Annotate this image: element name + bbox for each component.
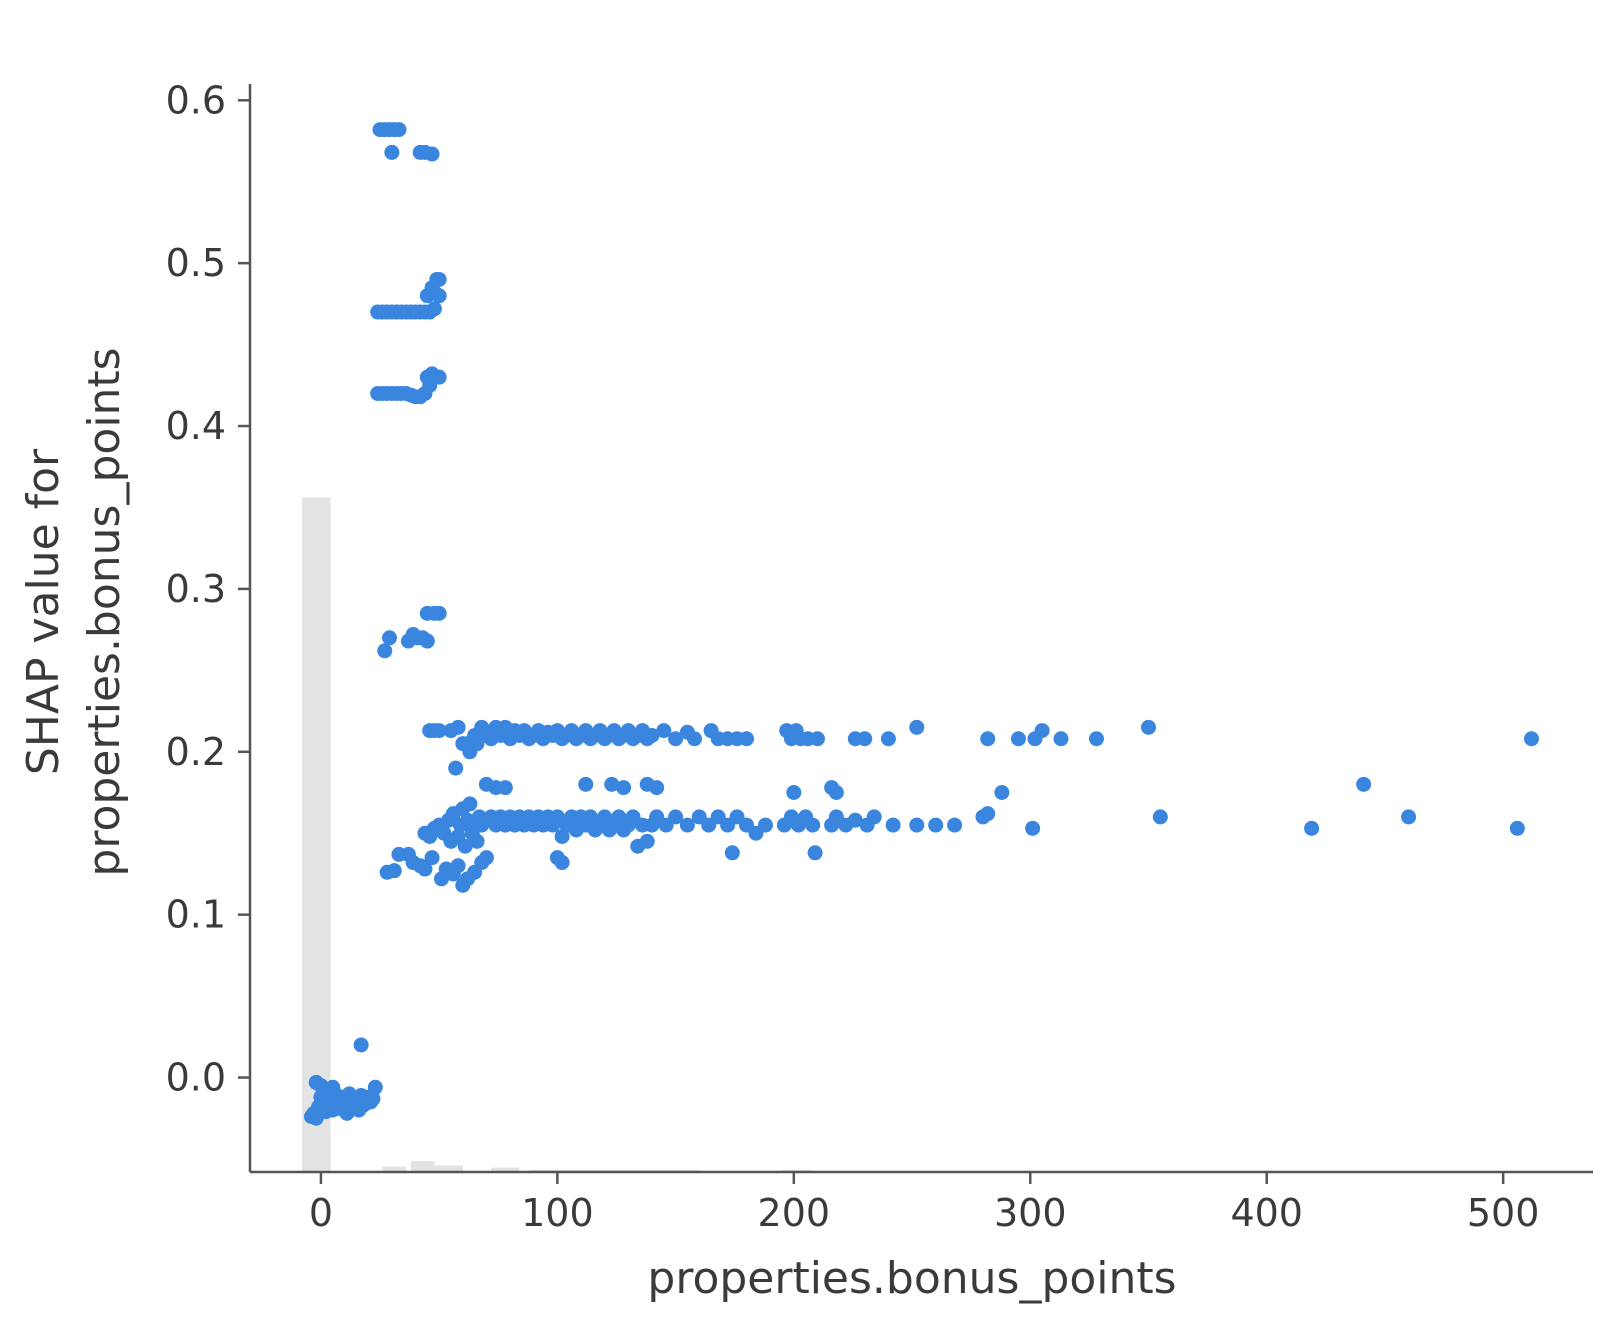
data-point (431, 605, 447, 621)
data-point (391, 122, 407, 138)
y-axis-ticks: 0.0 0.1 0.2 0.3 0.4 0.5 0.6 (166, 78, 250, 1100)
y-axis-title-line-2: properties.bonus_points (79, 347, 130, 876)
x-tick-label: 300 (994, 1191, 1067, 1235)
data-point (431, 723, 447, 739)
data-point (880, 731, 896, 747)
data-point (1140, 719, 1156, 735)
x-tick-label: 0 (309, 1191, 333, 1235)
data-point (656, 723, 672, 739)
data-point (431, 271, 447, 287)
data-point (1509, 820, 1525, 836)
data-point (668, 731, 684, 747)
data-point (1304, 820, 1320, 836)
data-point (450, 719, 466, 735)
data-point (847, 812, 863, 828)
data-point (639, 833, 655, 849)
x-tick-label: 500 (1467, 1191, 1540, 1235)
data-point (1010, 731, 1026, 747)
data-point (1152, 809, 1168, 825)
data-point (365, 1091, 381, 1107)
y-tick-label: 0.3 (166, 567, 226, 611)
data-point (757, 817, 773, 833)
data-point (431, 369, 447, 385)
data-point (604, 776, 620, 792)
data-point (554, 855, 570, 871)
data-point (462, 796, 478, 812)
data-point (1524, 731, 1540, 747)
data-point (909, 719, 925, 735)
data-point (554, 828, 570, 844)
data-point (1053, 731, 1069, 747)
data-point (308, 1074, 324, 1090)
data-point (909, 817, 925, 833)
data-point (431, 288, 447, 304)
data-point (424, 146, 440, 162)
data-point (649, 780, 665, 796)
data-point (980, 806, 996, 822)
data-point (947, 817, 963, 833)
data-point (457, 838, 473, 854)
data-point (616, 780, 632, 796)
data-point (687, 731, 703, 747)
data-point (809, 731, 825, 747)
data-point (325, 1079, 341, 1095)
data-point (807, 845, 823, 861)
data-point (417, 861, 433, 877)
data-point (386, 863, 402, 879)
data-point (1025, 820, 1041, 836)
y-tick-label: 0.0 (166, 1056, 226, 1100)
histogram-bin-3 (434, 1165, 463, 1172)
histogram-bin-2 (410, 1161, 435, 1172)
x-tick-label: 400 (1230, 1191, 1303, 1235)
y-tick-label: 0.2 (166, 730, 226, 774)
data-point (367, 1079, 383, 1095)
data-point (1088, 731, 1104, 747)
data-point (382, 630, 398, 646)
x-axis-title: properties.bonus_points (647, 1253, 1176, 1304)
data-point (478, 850, 494, 866)
data-point (928, 817, 944, 833)
data-point (724, 845, 740, 861)
histogram-bin-4 (491, 1167, 520, 1172)
scatter-points (303, 122, 1540, 1126)
data-point (739, 731, 755, 747)
y-axis-title-line-1: SHAP value for (18, 448, 69, 775)
data-point (419, 633, 435, 649)
data-point (469, 833, 485, 849)
data-point (384, 144, 400, 160)
data-point (448, 760, 464, 776)
data-point (497, 780, 513, 796)
data-point (426, 301, 442, 317)
data-point (828, 785, 844, 801)
data-point (668, 809, 684, 825)
data-point (1034, 723, 1050, 739)
y-tick-label: 0.6 (166, 78, 226, 122)
data-point (578, 776, 594, 792)
x-tick-label: 200 (758, 1191, 831, 1235)
data-point (786, 785, 802, 801)
data-point (1356, 776, 1372, 792)
data-point (679, 817, 695, 833)
data-point (805, 817, 821, 833)
data-point (1401, 809, 1417, 825)
y-tick-label: 0.5 (166, 241, 226, 285)
data-point (450, 858, 466, 874)
data-point (994, 785, 1010, 801)
histogram-bin-0 (302, 497, 331, 1172)
data-point (857, 731, 873, 747)
data-point (424, 850, 440, 866)
y-tick-label: 0.1 (166, 893, 226, 937)
data-point (353, 1037, 369, 1053)
data-point (866, 809, 882, 825)
data-point (339, 1105, 355, 1121)
x-axis-ticks: 0 100 200 300 400 500 (309, 1172, 1540, 1235)
data-point (644, 727, 660, 743)
x-tick-label: 100 (521, 1191, 594, 1235)
data-point (980, 731, 996, 747)
histogram-bin-1 (382, 1166, 407, 1172)
data-point (885, 817, 901, 833)
data-point (377, 643, 393, 659)
y-tick-label: 0.4 (166, 404, 226, 448)
